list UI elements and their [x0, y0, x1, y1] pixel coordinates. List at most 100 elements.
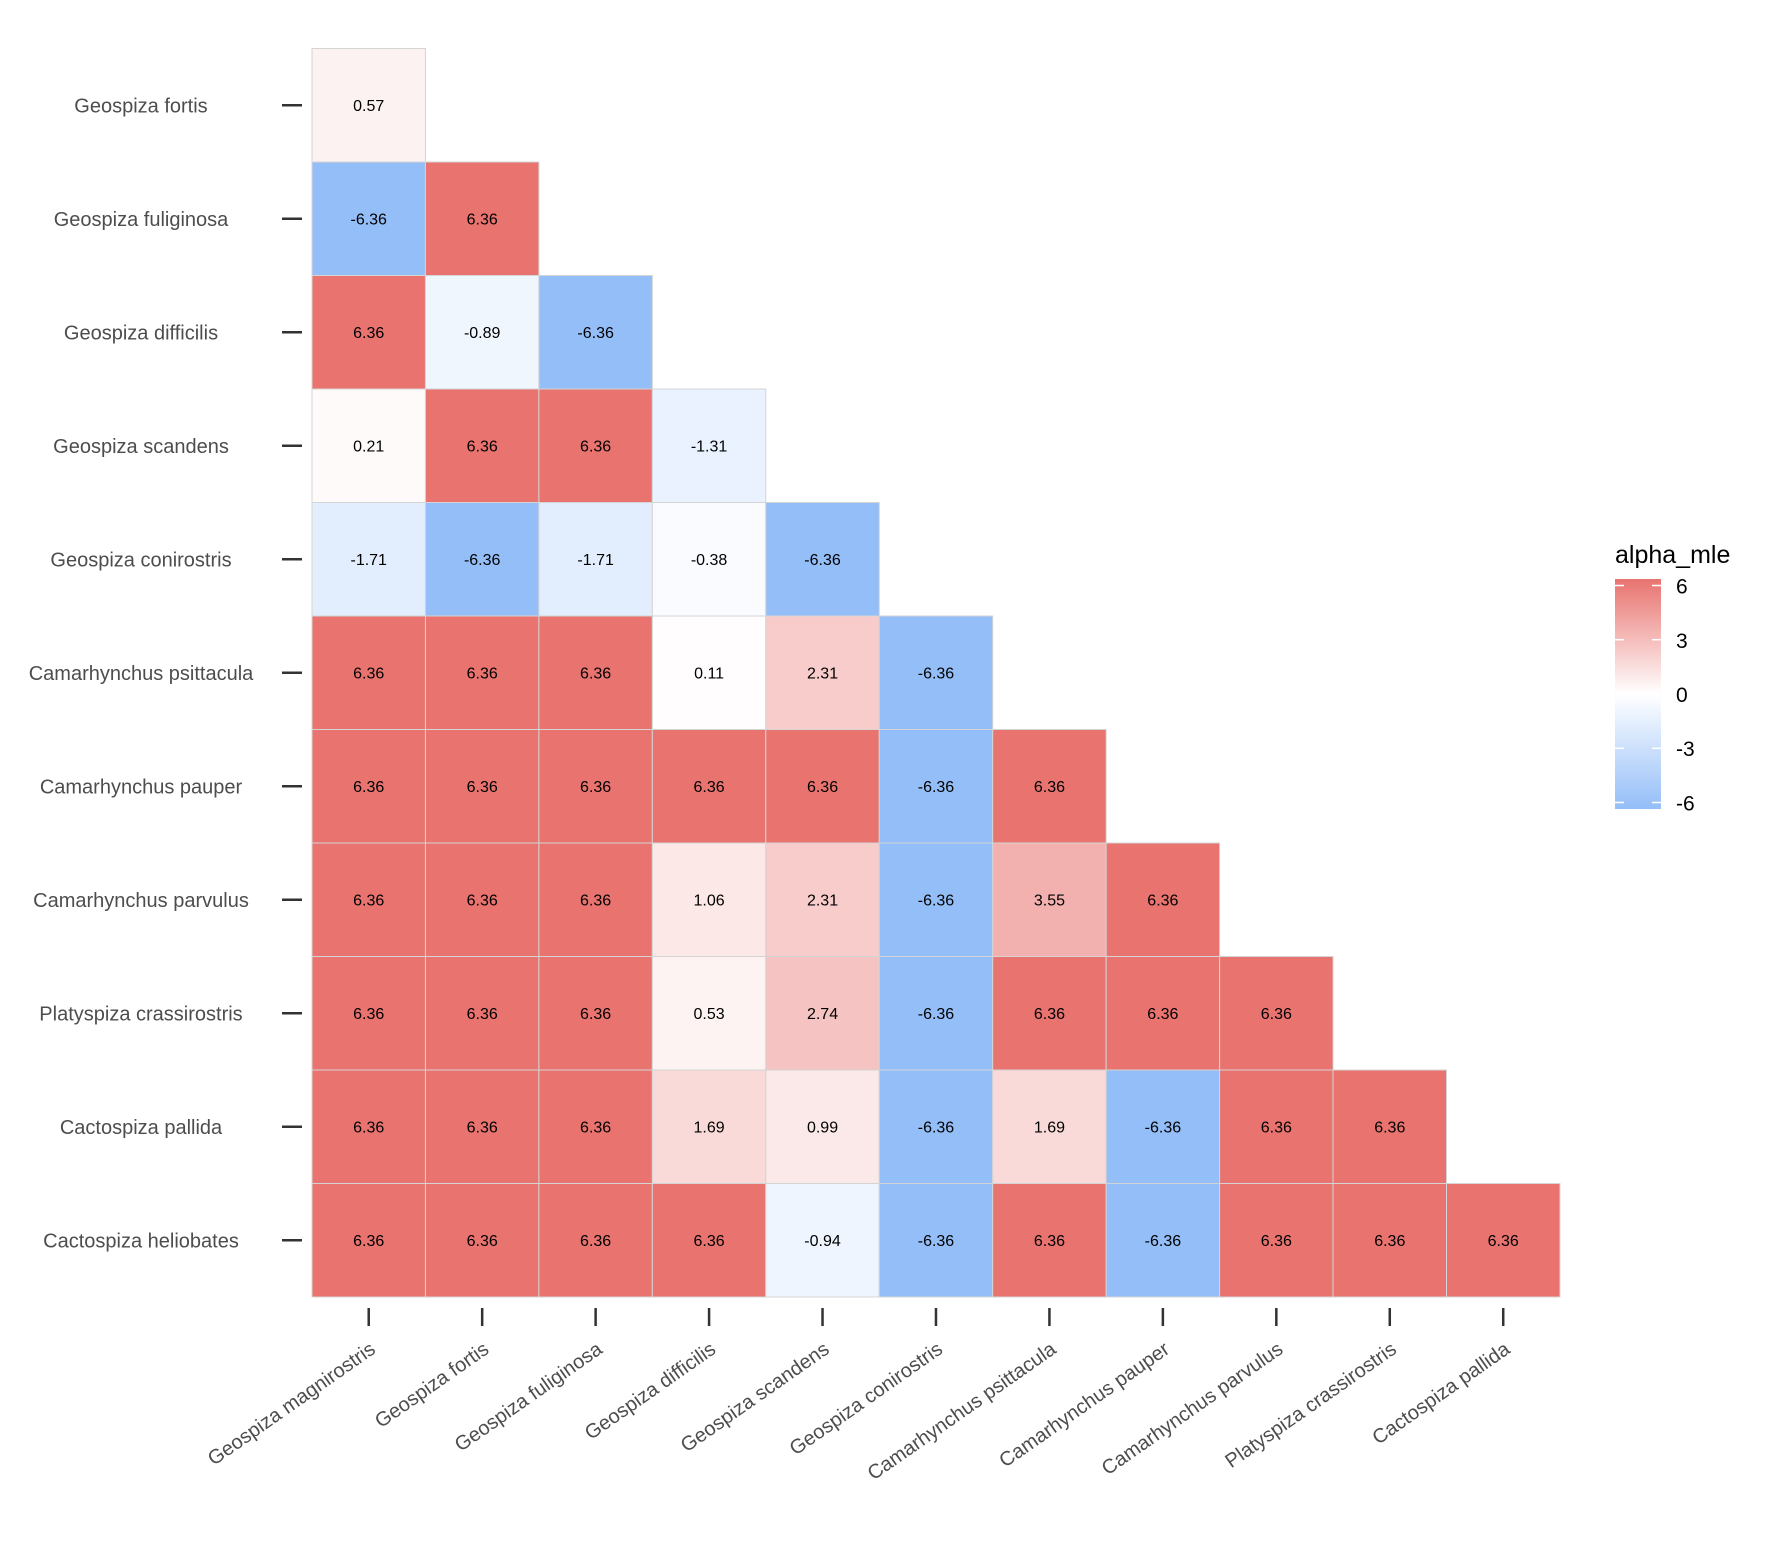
y-tick-label: Camarhynchus pauper: [40, 776, 243, 798]
cell-value-label: 2.31: [807, 892, 838, 909]
heatmap-cell: [765, 1069, 880, 1184]
heatmap-cell: [878, 956, 994, 1071]
heatmap-cells: 0.57 -6.36 6.36 6.36 -0.89 -6.36 0.21 6.36 6.36 -…: [311, 48, 1561, 1298]
cell-value-label: -1.31: [691, 438, 728, 455]
heatmap-cell: [538, 1183, 653, 1298]
heatmap-cell: [424, 502, 540, 617]
cell-value-label: 6.36: [580, 1119, 611, 1136]
cell-value-label: 6.36: [694, 1233, 725, 1250]
y-tick-label: Geospiza conirostris: [50, 549, 231, 571]
cell-value-label: 6.36: [1147, 1006, 1178, 1023]
cell-value-label: -6.36: [464, 552, 501, 569]
heatmap-cell: [424, 956, 540, 1071]
cell-value-label: 2.74: [807, 1006, 838, 1023]
cell-value-label: 6.36: [1374, 1119, 1405, 1136]
cell-value-label: 6.36: [1261, 1119, 1292, 1136]
heatmap-cell: [1105, 1069, 1221, 1184]
cell-value-label: -6.36: [918, 892, 955, 909]
heatmap-cell: [765, 502, 880, 617]
heatmap-cell: [878, 1069, 994, 1184]
heatmap-cell: [1332, 1069, 1448, 1184]
heatmap-cell: [878, 1183, 994, 1298]
legend-tick-label: -6: [1676, 792, 1695, 815]
cell-value-label: -6.36: [350, 211, 387, 228]
heatmap-cell: [538, 275, 653, 390]
cell-value-label: 6.36: [1374, 1233, 1405, 1250]
y-tick-label: Cactospiza heliobates: [43, 1230, 239, 1252]
y-tick-label: Geospiza fortis: [74, 95, 207, 117]
heatmap-cell: [1219, 1183, 1334, 1298]
heatmap-cell: [878, 615, 994, 730]
heatmap-cell: [651, 615, 767, 730]
x-tick-label: Camarhynchus parvulus: [1098, 1338, 1287, 1480]
cell-value-label: 6.36: [1261, 1233, 1292, 1250]
heatmap-cell: [311, 48, 426, 163]
heatmap-cell: [1105, 842, 1221, 957]
cell-value-label: 6.36: [467, 665, 498, 682]
heatmap-cell: [992, 1183, 1107, 1298]
cell-value-label: -0.89: [464, 325, 501, 342]
cell-value-label: 0.11: [694, 665, 724, 682]
cell-value-label: -6.36: [918, 1119, 955, 1136]
cell-value-label: 6.36: [1261, 1006, 1292, 1023]
legend-tick-label: 3: [1676, 630, 1688, 653]
cell-value-label: -6.36: [577, 325, 614, 342]
legend-tick-label: 6: [1676, 576, 1688, 599]
cell-value-label: -0.38: [691, 552, 728, 569]
y-tick-label: Geospiza scandens: [53, 436, 229, 458]
heatmap-cell: [311, 615, 426, 730]
cell-value-label: 6.36: [353, 892, 384, 909]
cell-value-label: -6.36: [804, 552, 841, 569]
heatmap-cell: [424, 1069, 540, 1184]
y-tick-label: Camarhynchus parvulus: [33, 890, 249, 912]
heatmap-cell: [424, 729, 540, 844]
y-tick-label: Cactospiza pallida: [60, 1117, 223, 1139]
heatmap-cell: [424, 275, 540, 390]
heatmap-cell: [1219, 1069, 1334, 1184]
heatmap-cell: [311, 275, 426, 390]
cell-value-label: -0.94: [804, 1233, 841, 1250]
cell-value-label: 6.36: [1147, 892, 1178, 909]
cell-value-label: 6.36: [807, 779, 838, 796]
legend-tick-label: -3: [1676, 738, 1695, 761]
cell-value-label: 0.53: [694, 1006, 725, 1023]
heatmap-cell: [311, 1069, 426, 1184]
cell-value-label: 6.36: [467, 1006, 498, 1023]
heatmap-cell: [765, 615, 880, 730]
heatmap-cell: [651, 1183, 767, 1298]
cell-value-label: 3.55: [1034, 892, 1065, 909]
cell-value-label: 6.36: [353, 1233, 384, 1250]
heatmap-cell: [651, 1069, 767, 1184]
heatmap-cell: [1219, 956, 1334, 1071]
cell-value-label: 6.36: [1034, 1006, 1065, 1023]
x-tick-label: Camarhynchus psittacula: [864, 1338, 1061, 1485]
heatmap-cell: [765, 1183, 880, 1298]
cell-value-label: -6.36: [918, 1006, 955, 1023]
cell-value-label: -6.36: [918, 779, 955, 796]
heatmap-cell: [1105, 1183, 1221, 1298]
cell-value-label: 6.36: [580, 892, 611, 909]
cell-value-label: 6.36: [467, 1119, 498, 1136]
cell-value-label: 0.57: [353, 98, 384, 115]
heatmap-cell: [651, 956, 767, 1071]
cell-value-label: 0.99: [807, 1119, 838, 1136]
x-tick-label: Geospiza magnirostris: [204, 1338, 380, 1470]
cell-value-label: 6.36: [353, 779, 384, 796]
cell-value-label: 6.36: [580, 438, 611, 455]
heatmap-cell: [311, 842, 426, 957]
cell-value-label: 6.36: [580, 1233, 611, 1250]
cell-value-label: 1.06: [694, 892, 725, 909]
cell-value-label: 6.36: [580, 665, 611, 682]
cell-value-label: 6.36: [1488, 1233, 1519, 1250]
heatmap-cell: [538, 502, 653, 617]
cell-value-label: 6.36: [353, 1006, 384, 1023]
heatmap-cell: [992, 842, 1107, 957]
color-legend: alpha_mle 6 3 0 -3 -6: [1615, 541, 1730, 815]
heatmap-cell: [992, 956, 1107, 1071]
heatmap-cell: [424, 615, 540, 730]
cell-value-label: 6.36: [467, 211, 498, 228]
cell-value-label: 6.36: [1034, 1233, 1065, 1250]
legend-tick-label: 0: [1676, 684, 1688, 707]
cell-value-label: -6.36: [1145, 1119, 1182, 1136]
heatmap-cell: [538, 842, 653, 957]
